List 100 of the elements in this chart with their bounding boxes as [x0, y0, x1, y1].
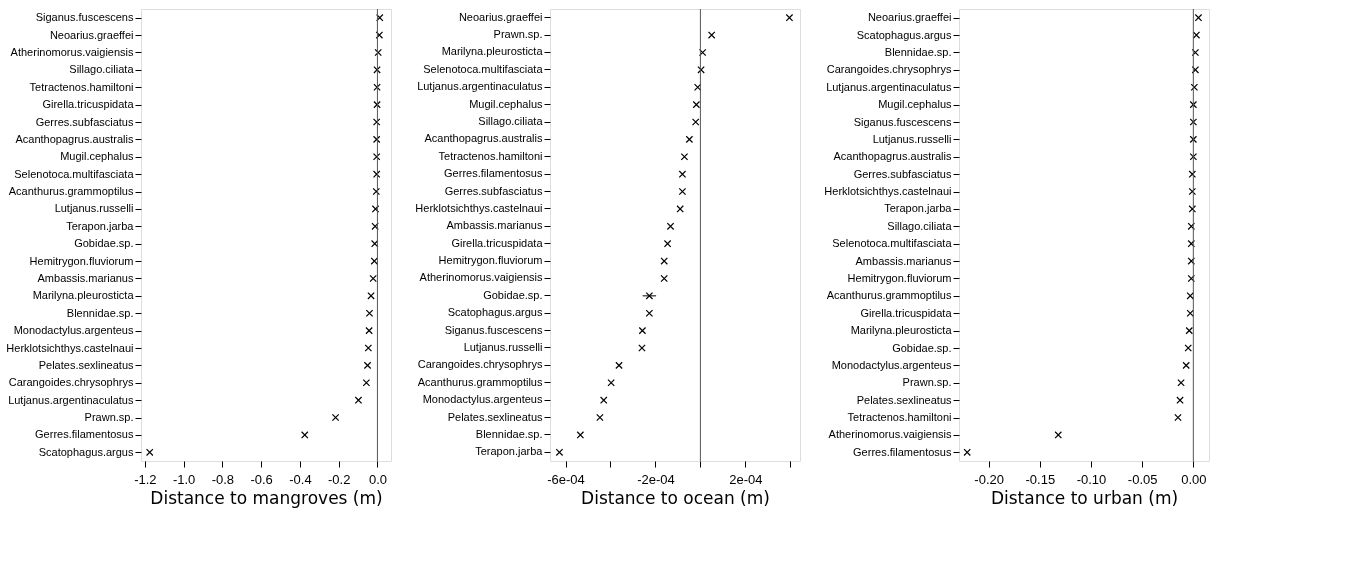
point	[555, 448, 564, 457]
y-tick-label: Terapon.jarba	[66, 219, 135, 232]
y-tick-label: Carangoides.chrysophrys	[8, 376, 134, 389]
point	[596, 413, 604, 422]
point	[1182, 361, 1190, 370]
y-tick-label: Hemitrygon.fluviorum	[438, 254, 543, 267]
y-tick-label: Lutjanus.russelli	[872, 132, 952, 145]
y-tick-label: Atherinomorus.vaigiensis	[10, 45, 134, 58]
y-tick-label: Mugil.cephalus	[60, 150, 134, 163]
x-tick-label: -0.2	[327, 471, 351, 487]
y-tick-label: Gerres.filamentosus	[853, 445, 952, 458]
point	[1194, 13, 1203, 22]
x-tick-label: -1.0	[172, 471, 196, 487]
point	[666, 222, 675, 231]
point	[370, 257, 379, 265]
y-tick-label: Neoarius.graeffei	[49, 28, 134, 41]
point	[371, 222, 379, 231]
y-tick-label: Ambassis.marianus	[37, 271, 134, 284]
y-tick-label: Acanthurus.grammoptilus	[826, 289, 952, 302]
point	[372, 170, 381, 178]
y-tick-label: Pelates.sexlineatus	[856, 393, 952, 406]
y-tick-label: Carangoides.chrysophrys	[417, 358, 543, 371]
point	[1184, 344, 1192, 352]
y-tick-label: Marilyna.pleurosticta	[850, 324, 953, 337]
point	[364, 344, 373, 352]
y-tick-label: Gerres.subfasciatus	[853, 167, 952, 180]
y-tick-label: Atherinomorus.vaigiensis	[828, 428, 952, 441]
point	[372, 153, 381, 161]
y-tick-label: Herklotsichthys.castelnaui	[6, 341, 134, 354]
y-tick-label: Herklotsichthys.castelnaui	[415, 201, 543, 214]
x-tick-label: -1.2	[134, 471, 157, 487]
point	[691, 118, 700, 126]
y-tick-label: Acanthurus.grammoptilus	[417, 375, 543, 388]
y-tick-label: Monodactylus.argenteus	[422, 393, 543, 406]
y-tick-label: Selenotoca.multifasciata	[832, 237, 953, 250]
point	[374, 48, 382, 57]
y-tick-label: Pelates.sexlineatus	[38, 358, 134, 371]
point	[1174, 413, 1182, 422]
point	[301, 431, 309, 439]
y-tick-label: Siganus.fuscescens	[853, 115, 952, 128]
y-tick-label: Neoarius.graeffei	[458, 10, 543, 23]
y-tick-label: Gerres.subfasciatus	[444, 184, 543, 197]
point	[354, 396, 363, 404]
point	[660, 274, 668, 283]
y-tick-label: Prawn.sp.	[902, 376, 952, 389]
y-tick-label: Tetractenos.hamiltoni	[438, 149, 543, 162]
point	[375, 31, 384, 39]
x-tick-label: -6e-04	[547, 471, 585, 487]
point	[576, 431, 585, 439]
point	[615, 361, 623, 370]
y-tick-label: Siganus.fuscescens	[444, 323, 543, 336]
point	[645, 292, 654, 300]
x-tick-label: -0.15	[1025, 471, 1056, 487]
y-tick-label: Terapon.jarba	[475, 445, 544, 458]
point	[685, 135, 694, 144]
point	[373, 100, 381, 109]
y-tick-label: Marilyna.pleurosticta	[441, 45, 544, 58]
point	[1185, 326, 1194, 335]
point	[678, 170, 687, 178]
y-tick-label: Lutjanus.russelli	[54, 202, 134, 215]
point	[373, 66, 381, 74]
point	[963, 448, 971, 457]
point	[707, 31, 716, 39]
y-tick-label: Lutjanus.argentinaculatus	[826, 80, 952, 93]
y-tick-label: Pelates.sexlineatus	[447, 410, 543, 423]
point	[331, 413, 340, 422]
point	[1176, 396, 1184, 404]
y-tick-label: Lutjanus.argentinaculatus	[8, 393, 134, 406]
y-tick-label: Prawn.sp.	[84, 411, 134, 424]
y-tick-label: Girella.tricuspidata	[860, 306, 953, 319]
point	[785, 13, 794, 22]
y-tick-label: Acanthopagrus.australis	[15, 132, 134, 145]
point	[365, 326, 373, 335]
point	[638, 326, 647, 335]
point	[372, 187, 381, 196]
x-tick-label: -0.4	[289, 471, 312, 487]
y-tick-label: Tetractenos.hamiltoni	[29, 80, 134, 93]
point	[698, 48, 707, 57]
y-tick-label: Tetractenos.hamiltoni	[847, 411, 952, 424]
y-tick-label: Girella.tricuspidata	[42, 98, 135, 111]
point	[1190, 83, 1199, 91]
point	[678, 187, 687, 196]
x-tick-label: 0.0	[368, 471, 387, 487]
y-tick-label: Gerres.subfasciatus	[35, 115, 134, 128]
y-tick-label: Monodactylus.argenteus	[13, 324, 134, 337]
y-tick-label: Acanthopagrus.australis	[424, 132, 543, 145]
y-tick-label: Neoarius.graeffei	[867, 11, 952, 24]
y-tick-label: Blennidae.sp.	[475, 427, 543, 440]
y-tick-label: Sillago.ciliata	[887, 219, 953, 232]
point	[1191, 48, 1200, 57]
point	[692, 100, 701, 109]
x-tick-label: -0.20	[974, 471, 1004, 487]
y-tick-label: Prawn.sp.	[493, 28, 543, 41]
y-tick-label: Acanthurus.grammoptilus	[8, 185, 134, 198]
y-tick-label: Scatophagus.argus	[856, 28, 952, 41]
x-tick-label: -2e-04	[637, 471, 675, 487]
y-tick-label: Atherinomorus.vaigiensis	[419, 271, 543, 284]
point	[680, 153, 689, 161]
y-tick-label: Monodactylus.argenteus	[831, 358, 952, 371]
point	[663, 239, 672, 248]
